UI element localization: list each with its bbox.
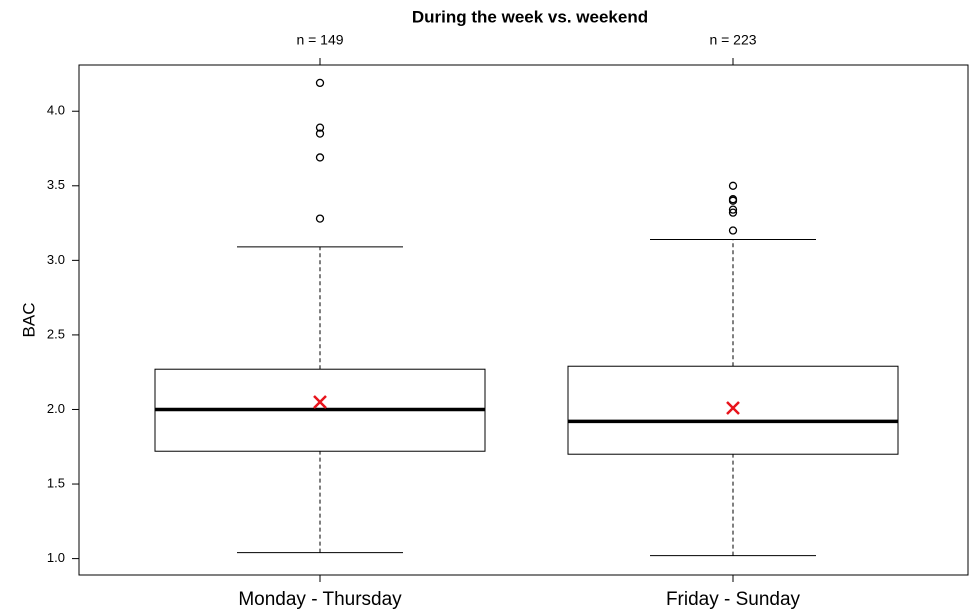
y-tick-label: 4.0: [47, 103, 65, 118]
y-axis-label: BAC: [19, 303, 38, 338]
chart-title: During the week vs. weekend: [412, 7, 648, 26]
plot-frame: [78, 64, 969, 576]
y-tick-label: 3.0: [47, 252, 65, 267]
y-tick-label: 2.0: [47, 401, 65, 416]
mean-marker: [313, 395, 327, 409]
y-tick-label: 2.5: [47, 326, 65, 341]
box: [567, 365, 899, 455]
outlier: [315, 129, 325, 138]
outlier: [728, 195, 738, 204]
outlier: [315, 153, 325, 162]
n-label: n = 223: [709, 32, 756, 48]
outlier: [315, 78, 325, 88]
outlier: [728, 205, 738, 214]
y-tick-label: 3.5: [47, 177, 65, 192]
outlier: [728, 181, 738, 190]
outlier: [728, 226, 738, 235]
y-tick-label: 1.5: [47, 475, 65, 490]
outlier: [315, 123, 325, 132]
n-label: n = 149: [296, 32, 343, 48]
outlier: [315, 214, 325, 223]
y-tick-label: 1.0: [47, 550, 65, 565]
x-tick-label: Friday - Sunday: [666, 589, 801, 610]
outlier: [728, 208, 738, 217]
mean-marker: [726, 401, 740, 415]
x-tick-label: Monday - Thursday: [238, 589, 402, 610]
